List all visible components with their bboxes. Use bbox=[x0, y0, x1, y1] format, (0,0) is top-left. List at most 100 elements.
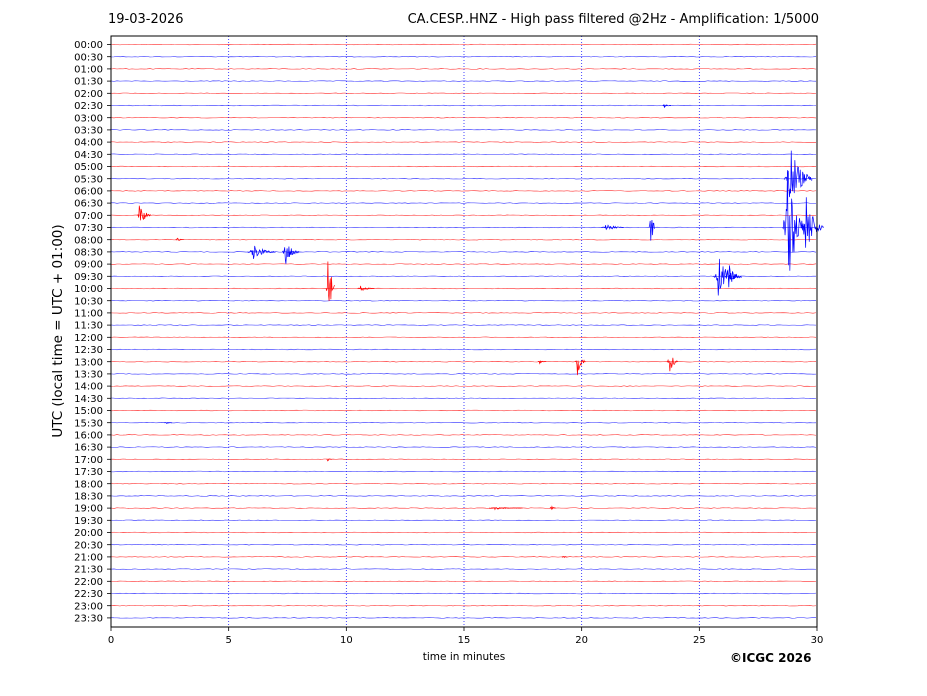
y-tick-label: 03:00 bbox=[74, 113, 103, 124]
trace-2300 bbox=[110, 605, 817, 607]
y-tick-label: 10:30 bbox=[74, 296, 103, 307]
x-tick-label: 25 bbox=[693, 635, 706, 646]
y-tick-label: 01:00 bbox=[74, 65, 103, 76]
y-tick-label: 21:30 bbox=[74, 565, 103, 576]
trace-0000 bbox=[110, 43, 817, 46]
trace-1500 bbox=[110, 409, 817, 412]
y-tick-label: 13:00 bbox=[74, 357, 103, 368]
trace-0730 bbox=[110, 226, 817, 229]
trace-0100 bbox=[110, 68, 817, 70]
event-burst bbox=[325, 261, 335, 302]
event-burst bbox=[662, 104, 672, 108]
y-tick-label: 22:30 bbox=[74, 589, 103, 600]
event-burst bbox=[247, 245, 276, 259]
trace-0930 bbox=[110, 275, 817, 277]
trace-1830 bbox=[110, 495, 817, 497]
y-tick-label: 12:30 bbox=[74, 345, 103, 356]
y-tick-label: 23:00 bbox=[74, 601, 103, 612]
event-burst bbox=[801, 197, 824, 248]
trace-0830 bbox=[110, 251, 817, 253]
y-tick-label: 20:30 bbox=[74, 540, 103, 551]
y-tick-label: 17:00 bbox=[74, 455, 103, 466]
trace-0500 bbox=[110, 165, 817, 168]
plot-title: CA.CESP..HNZ - High pass filtered @2Hz -… bbox=[407, 12, 819, 27]
trace-2100 bbox=[110, 556, 817, 558]
copyright-label: ©ICGC 2026 bbox=[730, 651, 812, 665]
plot-frame bbox=[110, 35, 818, 628]
trace-0530 bbox=[110, 178, 817, 180]
y-tick-label: 17:30 bbox=[74, 467, 103, 478]
trace-1630 bbox=[110, 446, 817, 448]
trace-0330 bbox=[110, 129, 817, 131]
trace-0600 bbox=[110, 190, 817, 192]
trace-0030 bbox=[110, 56, 817, 58]
trace-2230 bbox=[110, 592, 817, 595]
x-tick-label: 5 bbox=[225, 635, 231, 646]
event-burst bbox=[357, 285, 375, 292]
event-burst bbox=[574, 359, 586, 376]
event-burst bbox=[666, 357, 678, 372]
trace-1200 bbox=[110, 336, 817, 338]
y-tick-label: 04:30 bbox=[74, 150, 103, 161]
trace-1800 bbox=[110, 483, 817, 485]
event-burst bbox=[136, 205, 151, 221]
y-tick-label: 00:30 bbox=[74, 52, 103, 63]
y-tick-label: 02:30 bbox=[74, 101, 103, 112]
trace-1030 bbox=[110, 300, 817, 302]
y-tick-label: 04:00 bbox=[74, 138, 103, 149]
trace-2030 bbox=[110, 544, 817, 546]
trace-0630 bbox=[110, 202, 817, 204]
event-burst bbox=[163, 422, 173, 424]
event-burst bbox=[782, 170, 806, 271]
trace-0200 bbox=[110, 92, 817, 94]
y-tick-label: 18:30 bbox=[74, 492, 103, 503]
y-tick-label: 00:00 bbox=[74, 40, 103, 51]
trace-1100 bbox=[110, 312, 817, 314]
y-tick-label: 07:00 bbox=[74, 211, 103, 222]
trace-2200 bbox=[110, 580, 817, 582]
x-tick-label: 20 bbox=[575, 635, 588, 646]
y-tick-label: 05:30 bbox=[74, 174, 103, 185]
y-tick-label: 08:00 bbox=[74, 235, 103, 246]
y-tick-label: 06:30 bbox=[74, 199, 103, 210]
plot-date: 19-03-2026 bbox=[108, 12, 184, 27]
trace-1730 bbox=[110, 470, 817, 473]
y-tick-label: 15:00 bbox=[74, 406, 103, 417]
event-burst bbox=[561, 555, 568, 559]
y-tick-label: 21:00 bbox=[74, 553, 103, 564]
trace-1700 bbox=[110, 458, 817, 460]
event-burst bbox=[175, 237, 184, 241]
y-tick-label: 11:00 bbox=[74, 309, 103, 320]
event-burst bbox=[648, 220, 655, 241]
y-tick-label: 03:30 bbox=[74, 126, 103, 137]
y-tick-label: 16:00 bbox=[74, 431, 103, 442]
y-tick-label: 09:00 bbox=[74, 260, 103, 271]
event-burst bbox=[282, 246, 300, 264]
trace-0230 bbox=[110, 104, 817, 107]
y-tick-label: 11:30 bbox=[74, 321, 103, 332]
y-tick-label: 09:30 bbox=[74, 272, 103, 283]
y-tick-label: 14:00 bbox=[74, 382, 103, 393]
y-tick-label: 18:00 bbox=[74, 479, 103, 490]
event-burst bbox=[724, 265, 740, 288]
trace-1600 bbox=[110, 434, 817, 436]
y-tick-label: 08:30 bbox=[74, 248, 103, 259]
trace-1130 bbox=[110, 324, 817, 326]
trace-1930 bbox=[110, 519, 817, 521]
y-tick-label: 22:00 bbox=[74, 577, 103, 588]
y-tick-label: 23:30 bbox=[74, 614, 103, 625]
event-burst bbox=[783, 150, 813, 198]
grid-layer bbox=[228, 36, 700, 627]
trace-0700 bbox=[110, 214, 817, 216]
y-tick-label: 02:00 bbox=[74, 89, 103, 100]
trace-0130 bbox=[110, 80, 817, 82]
event-burst bbox=[601, 224, 624, 231]
traces-layer bbox=[110, 43, 824, 619]
y-tick-label: 01:30 bbox=[74, 77, 103, 88]
x-tick-label: 15 bbox=[458, 635, 471, 646]
y-tick-label: 20:00 bbox=[74, 528, 103, 539]
y-tick-label: 10:00 bbox=[74, 284, 103, 295]
x-tick-label: 0 bbox=[108, 635, 114, 646]
x-axis-label: time in minutes bbox=[422, 651, 506, 663]
